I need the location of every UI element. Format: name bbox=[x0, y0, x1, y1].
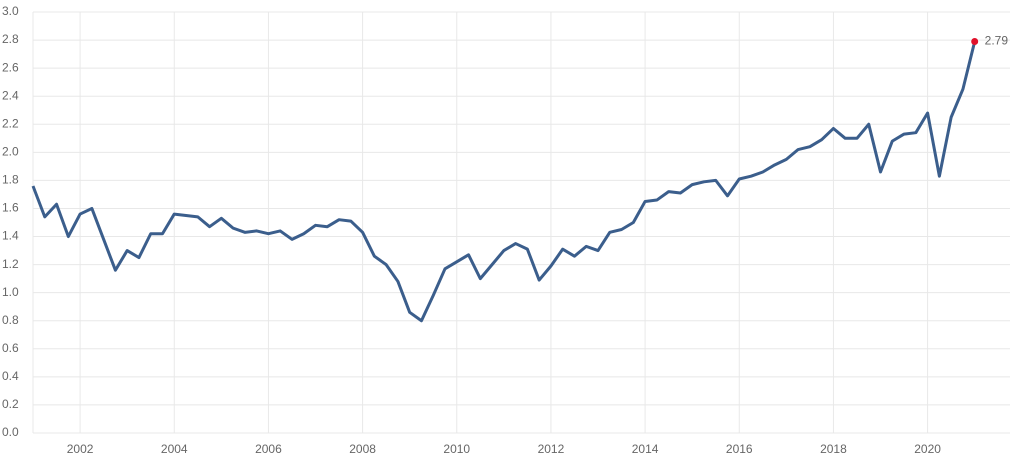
last-value-label: 2.79 bbox=[985, 34, 1009, 48]
x-tick-label: 2020 bbox=[914, 442, 941, 456]
x-tick-label: 2002 bbox=[67, 442, 94, 456]
y-tick-label: 3.0 bbox=[2, 4, 19, 18]
y-tick-label: 2.8 bbox=[2, 32, 19, 46]
y-tick-label: 2.6 bbox=[2, 60, 19, 74]
y-tick-label: 1.6 bbox=[2, 201, 19, 215]
x-tick-label: 2016 bbox=[726, 442, 753, 456]
x-tick-label: 2006 bbox=[255, 442, 282, 456]
y-tick-label: 0.4 bbox=[2, 369, 19, 383]
x-tick-label: 2012 bbox=[538, 442, 565, 456]
y-tick-label: 2.4 bbox=[2, 88, 19, 102]
x-tick-label: 2010 bbox=[443, 442, 470, 456]
x-tick-label: 2008 bbox=[349, 442, 376, 456]
x-tick-label: 2004 bbox=[161, 442, 188, 456]
line bbox=[31, 41, 977, 323]
y-tick-label: 2.2 bbox=[2, 116, 19, 130]
last-point-marker bbox=[971, 37, 979, 45]
x-tick-label: 2014 bbox=[632, 442, 659, 456]
y-tick-label: 0.8 bbox=[2, 313, 19, 327]
y-tick-label: 0.6 bbox=[2, 341, 19, 355]
y-tick-label: 1.0 bbox=[2, 285, 19, 299]
y-tick-label: 1.2 bbox=[2, 257, 19, 271]
x-tick-label: 2018 bbox=[820, 442, 847, 456]
y-tick-label: 0.2 bbox=[2, 397, 19, 411]
y-tick-label: 0.0 bbox=[2, 425, 19, 439]
y-tick-label: 1.4 bbox=[2, 229, 19, 243]
y-tick-label: 1.8 bbox=[2, 173, 19, 187]
y-tick-label: 2.0 bbox=[2, 145, 19, 159]
